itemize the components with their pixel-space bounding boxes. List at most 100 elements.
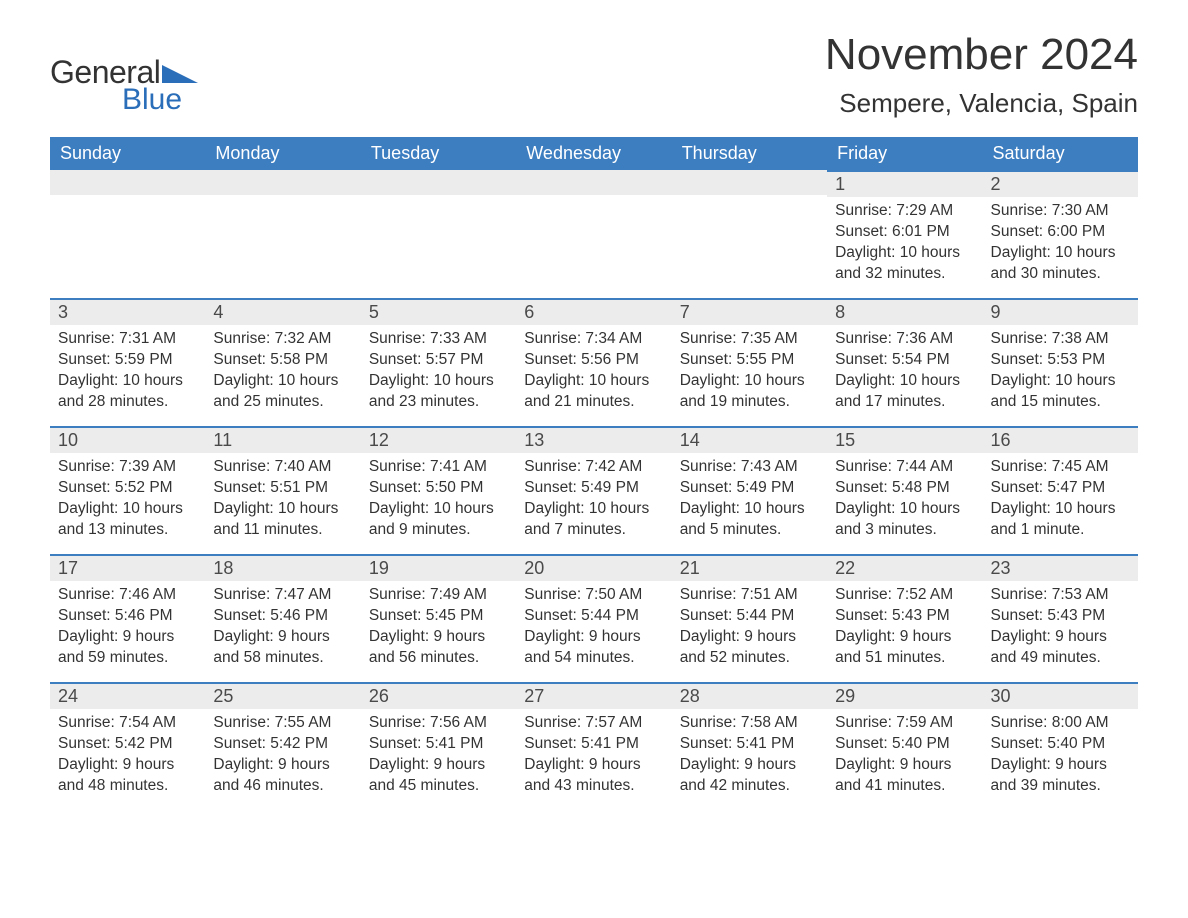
day-number: 12 xyxy=(361,426,516,453)
weekday-header-cell: Saturday xyxy=(983,137,1138,170)
day-daylight1: Daylight: 10 hours xyxy=(524,371,663,392)
day-sunrise: Sunrise: 7:29 AM xyxy=(835,201,974,222)
logo: General Blue xyxy=(50,54,198,117)
day-sunrise: Sunrise: 7:59 AM xyxy=(835,713,974,734)
day-daylight2: and 43 minutes. xyxy=(524,776,663,797)
day-sunset: Sunset: 5:46 PM xyxy=(58,606,197,627)
day-sunset: Sunset: 5:47 PM xyxy=(991,478,1130,499)
day-sunrise: Sunrise: 7:31 AM xyxy=(58,329,197,350)
weekday-header-cell: Monday xyxy=(205,137,360,170)
day-number: 1 xyxy=(827,170,982,197)
day-cell: 25Sunrise: 7:55 AMSunset: 5:42 PMDayligh… xyxy=(205,682,360,810)
day-number: 25 xyxy=(205,682,360,709)
day-daylight1: Daylight: 9 hours xyxy=(680,755,819,776)
day-cell: 10Sunrise: 7:39 AMSunset: 5:52 PMDayligh… xyxy=(50,426,205,554)
empty-day-bar xyxy=(205,170,360,195)
location-subtitle: Sempere, Valencia, Spain xyxy=(825,88,1138,119)
day-sunrise: Sunrise: 7:54 AM xyxy=(58,713,197,734)
day-cell: 24Sunrise: 7:54 AMSunset: 5:42 PMDayligh… xyxy=(50,682,205,810)
day-sunset: Sunset: 5:50 PM xyxy=(369,478,508,499)
day-sunset: Sunset: 5:52 PM xyxy=(58,478,197,499)
day-daylight2: and 49 minutes. xyxy=(991,648,1130,669)
day-sunset: Sunset: 5:56 PM xyxy=(524,350,663,371)
day-cell: 12Sunrise: 7:41 AMSunset: 5:50 PMDayligh… xyxy=(361,426,516,554)
day-details: Sunrise: 7:53 AMSunset: 5:43 PMDaylight:… xyxy=(983,581,1138,677)
day-daylight1: Daylight: 10 hours xyxy=(524,499,663,520)
calendar-body: 1Sunrise: 7:29 AMSunset: 6:01 PMDaylight… xyxy=(50,170,1138,810)
day-daylight2: and 59 minutes. xyxy=(58,648,197,669)
day-daylight2: and 54 minutes. xyxy=(524,648,663,669)
day-sunrise: Sunrise: 7:57 AM xyxy=(524,713,663,734)
weekday-header-cell: Sunday xyxy=(50,137,205,170)
day-cell: 27Sunrise: 7:57 AMSunset: 5:41 PMDayligh… xyxy=(516,682,671,810)
day-sunset: Sunset: 5:49 PM xyxy=(680,478,819,499)
day-sunset: Sunset: 5:54 PM xyxy=(835,350,974,371)
day-cell: 30Sunrise: 8:00 AMSunset: 5:40 PMDayligh… xyxy=(983,682,1138,810)
empty-day-bar xyxy=(672,170,827,195)
day-cell: 9Sunrise: 7:38 AMSunset: 5:53 PMDaylight… xyxy=(983,298,1138,426)
day-sunset: Sunset: 5:45 PM xyxy=(369,606,508,627)
day-sunset: Sunset: 5:40 PM xyxy=(991,734,1130,755)
day-cell: 14Sunrise: 7:43 AMSunset: 5:49 PMDayligh… xyxy=(672,426,827,554)
day-number: 10 xyxy=(50,426,205,453)
day-sunrise: Sunrise: 7:43 AM xyxy=(680,457,819,478)
day-cell: 22Sunrise: 7:52 AMSunset: 5:43 PMDayligh… xyxy=(827,554,982,682)
day-daylight1: Daylight: 10 hours xyxy=(991,243,1130,264)
day-sunrise: Sunrise: 7:53 AM xyxy=(991,585,1130,606)
day-cell: 2Sunrise: 7:30 AMSunset: 6:00 PMDaylight… xyxy=(983,170,1138,298)
logo-text-blue: Blue xyxy=(122,83,182,117)
day-sunrise: Sunrise: 7:52 AM xyxy=(835,585,974,606)
day-daylight2: and 25 minutes. xyxy=(213,392,352,413)
day-sunset: Sunset: 5:48 PM xyxy=(835,478,974,499)
day-number: 17 xyxy=(50,554,205,581)
day-details: Sunrise: 7:50 AMSunset: 5:44 PMDaylight:… xyxy=(516,581,671,677)
day-daylight1: Daylight: 10 hours xyxy=(835,243,974,264)
day-daylight1: Daylight: 10 hours xyxy=(991,371,1130,392)
weekday-header-cell: Thursday xyxy=(672,137,827,170)
title-block: November 2024 Sempere, Valencia, Spain xyxy=(825,30,1138,119)
day-sunrise: Sunrise: 7:38 AM xyxy=(991,329,1130,350)
day-details: Sunrise: 7:36 AMSunset: 5:54 PMDaylight:… xyxy=(827,325,982,421)
day-cell: 11Sunrise: 7:40 AMSunset: 5:51 PMDayligh… xyxy=(205,426,360,554)
day-cell: 1Sunrise: 7:29 AMSunset: 6:01 PMDaylight… xyxy=(827,170,982,298)
week-row: 1Sunrise: 7:29 AMSunset: 6:01 PMDaylight… xyxy=(50,170,1138,298)
day-sunrise: Sunrise: 7:51 AM xyxy=(680,585,819,606)
day-daylight2: and 45 minutes. xyxy=(369,776,508,797)
day-daylight2: and 52 minutes. xyxy=(680,648,819,669)
empty-day-bar xyxy=(361,170,516,195)
day-sunrise: Sunrise: 7:55 AM xyxy=(213,713,352,734)
day-sunrise: Sunrise: 7:50 AM xyxy=(524,585,663,606)
day-cell: 17Sunrise: 7:46 AMSunset: 5:46 PMDayligh… xyxy=(50,554,205,682)
day-details: Sunrise: 7:46 AMSunset: 5:46 PMDaylight:… xyxy=(50,581,205,677)
day-number: 23 xyxy=(983,554,1138,581)
day-sunset: Sunset: 5:53 PM xyxy=(991,350,1130,371)
day-details: Sunrise: 7:29 AMSunset: 6:01 PMDaylight:… xyxy=(827,197,982,293)
day-sunset: Sunset: 5:57 PM xyxy=(369,350,508,371)
day-cell: 5Sunrise: 7:33 AMSunset: 5:57 PMDaylight… xyxy=(361,298,516,426)
weekday-header-row: SundayMondayTuesdayWednesdayThursdayFrid… xyxy=(50,137,1138,170)
day-daylight2: and 39 minutes. xyxy=(991,776,1130,797)
day-daylight1: Daylight: 9 hours xyxy=(369,755,508,776)
day-sunset: Sunset: 5:44 PM xyxy=(680,606,819,627)
day-cell: 13Sunrise: 7:42 AMSunset: 5:49 PMDayligh… xyxy=(516,426,671,554)
day-sunrise: Sunrise: 7:36 AM xyxy=(835,329,974,350)
day-sunrise: Sunrise: 7:41 AM xyxy=(369,457,508,478)
day-details: Sunrise: 7:41 AMSunset: 5:50 PMDaylight:… xyxy=(361,453,516,549)
day-details: Sunrise: 7:58 AMSunset: 5:41 PMDaylight:… xyxy=(672,709,827,805)
day-details: Sunrise: 7:42 AMSunset: 5:49 PMDaylight:… xyxy=(516,453,671,549)
day-number: 22 xyxy=(827,554,982,581)
day-daylight2: and 51 minutes. xyxy=(835,648,974,669)
day-daylight2: and 41 minutes. xyxy=(835,776,974,797)
day-details: Sunrise: 7:49 AMSunset: 5:45 PMDaylight:… xyxy=(361,581,516,677)
week-row: 10Sunrise: 7:39 AMSunset: 5:52 PMDayligh… xyxy=(50,426,1138,554)
day-details: Sunrise: 8:00 AMSunset: 5:40 PMDaylight:… xyxy=(983,709,1138,805)
day-number: 6 xyxy=(516,298,671,325)
day-number: 11 xyxy=(205,426,360,453)
day-daylight2: and 32 minutes. xyxy=(835,264,974,285)
week-row: 24Sunrise: 7:54 AMSunset: 5:42 PMDayligh… xyxy=(50,682,1138,810)
day-daylight1: Daylight: 10 hours xyxy=(213,499,352,520)
day-number: 18 xyxy=(205,554,360,581)
day-daylight1: Daylight: 9 hours xyxy=(991,755,1130,776)
day-sunrise: Sunrise: 7:45 AM xyxy=(991,457,1130,478)
day-daylight1: Daylight: 9 hours xyxy=(835,627,974,648)
